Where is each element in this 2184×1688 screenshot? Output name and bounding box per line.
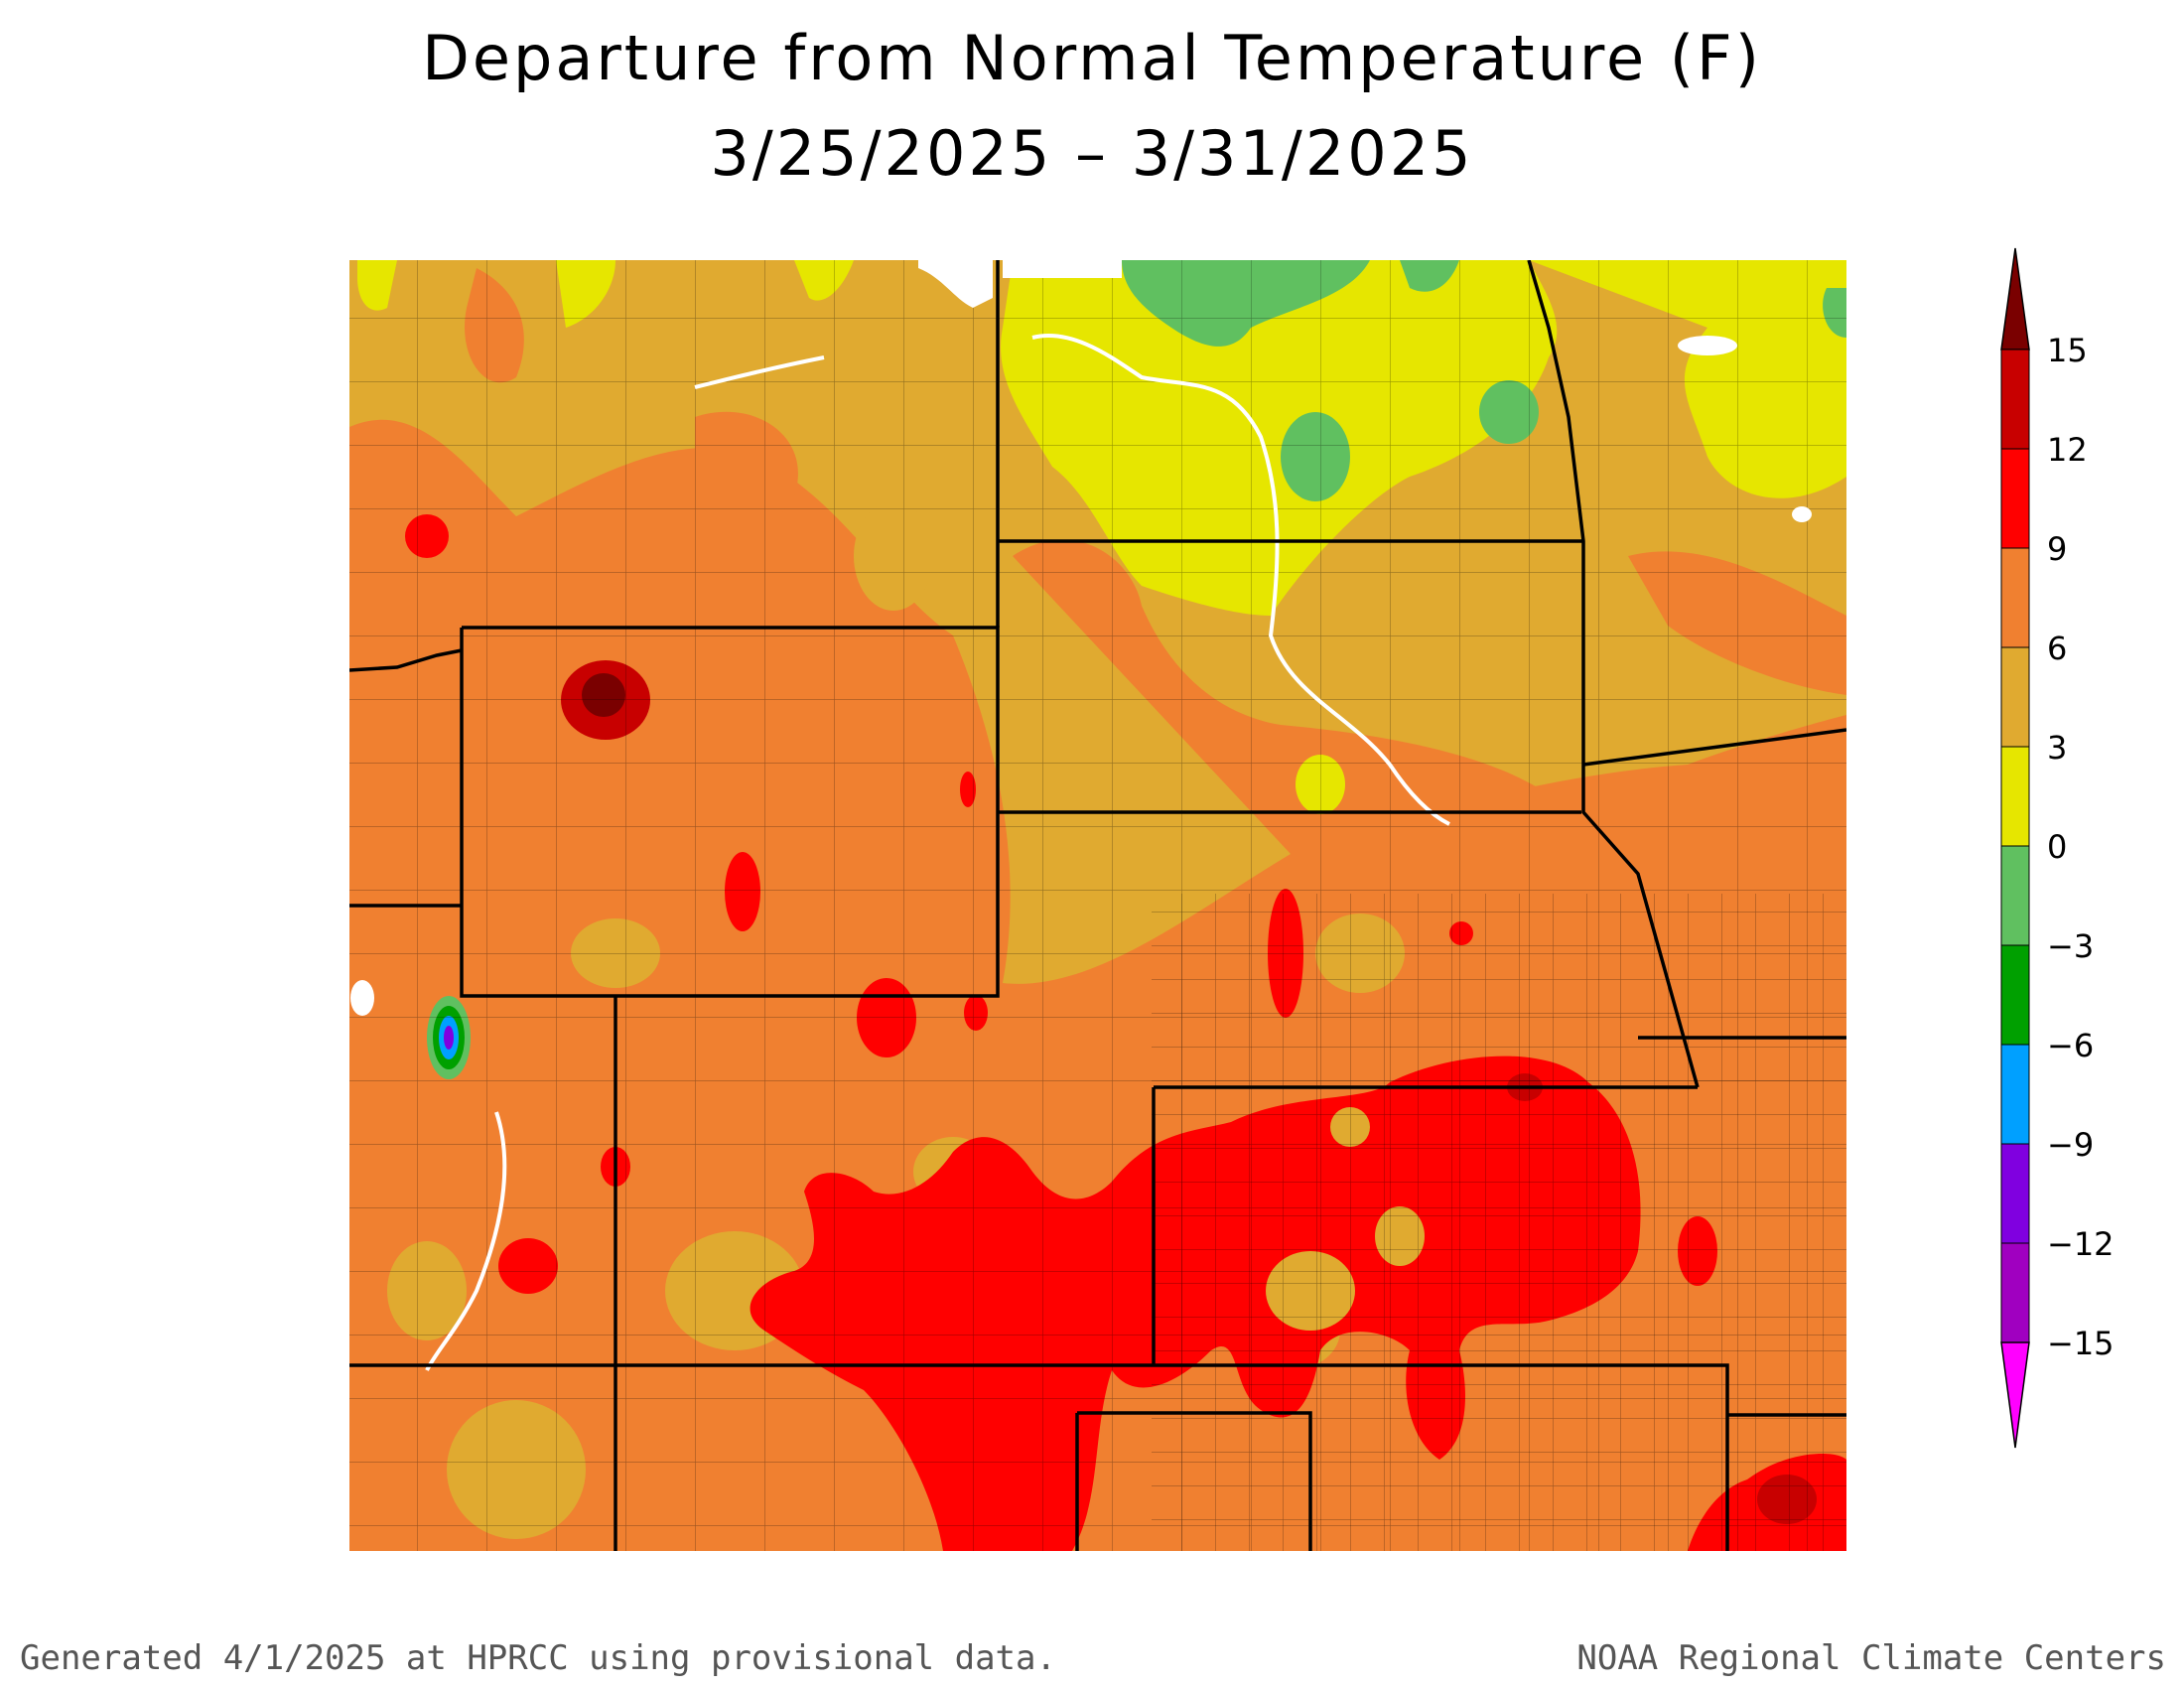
source-credit: NOAA Regional Climate Centers (1576, 1638, 2166, 1678)
map-date-range: 3/25/2025 – 3/31/2025 (710, 117, 1474, 190)
legend-label-15: 15 (2047, 332, 2088, 369)
white-gaps (350, 260, 1812, 1016)
map-title: Departure from Normal Temperature (F) (422, 22, 1762, 94)
legend-label-minus15: −15 (2047, 1325, 2115, 1362)
legend-label-3: 3 (2047, 729, 2067, 767)
rivers-lakes (425, 334, 1450, 1371)
legend-label-0: 0 (2047, 828, 2067, 866)
legend-arrow-bottom (2000, 1341, 2030, 1449)
legend-label-12: 12 (2047, 431, 2088, 469)
legend-label-minus6: −6 (2047, 1027, 2094, 1064)
legend-label-minus12: −12 (2047, 1225, 2115, 1263)
legend-arrow-top (2000, 247, 2030, 351)
legend-colorbar (2000, 247, 2030, 1449)
county-lines-dense (1152, 894, 1846, 1551)
legend-label-9: 9 (2047, 530, 2067, 568)
legend-label-6: 6 (2047, 630, 2067, 667)
legend-label-minus3: −3 (2047, 927, 2094, 965)
generated-note: Generated 4/1/2025 at HPRCC using provis… (20, 1638, 1056, 1678)
legend-label-minus9: −9 (2047, 1126, 2094, 1164)
temperature-anomaly-map (349, 260, 1846, 1551)
state-borders (349, 260, 1846, 1551)
legend-labels: 15 12 9 6 3 0 −3 −6 −9 −12 −15 (2047, 332, 2115, 1362)
